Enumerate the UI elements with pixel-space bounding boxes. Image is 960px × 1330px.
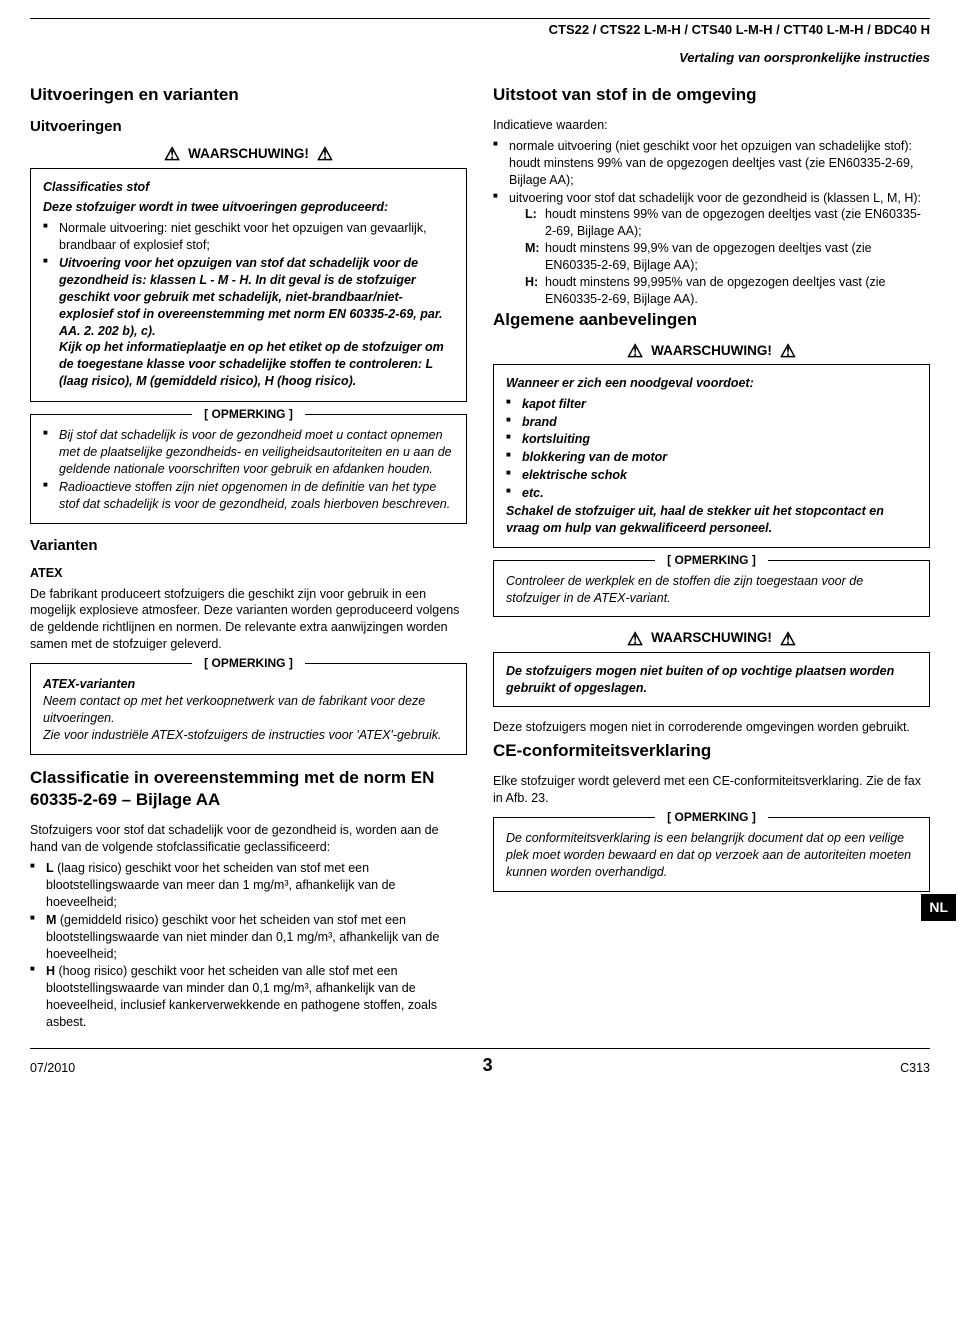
note-item: Radioactieve stoffen zijn niet opgenomen… — [43, 479, 454, 513]
warn2-item: kapot filter — [506, 396, 917, 413]
atex-heading: ATEX — [30, 565, 467, 582]
ind-val: houdt minstens 99,9% van de opgezogen de… — [545, 240, 930, 274]
warning-banner-1: ⚠ WAARSCHUWING! ⚠ — [30, 145, 467, 163]
ind-text: uitvoering voor stof dat schadelijk voor… — [509, 191, 921, 205]
subheader: Vertaling van oorspronkelijke instructie… — [30, 49, 930, 67]
class-intro: Stofzuigers voor stof dat schadelijk voo… — [30, 822, 467, 856]
warn2-item: blokkering van de motor — [506, 449, 917, 466]
class-item: H (hoog risico) geschikt voor het scheid… — [30, 963, 467, 1031]
corroding-text: Deze stofzuigers mogen niet in corrodere… — [493, 719, 930, 736]
warn3-text: De stofzuigers mogen niet buiten of op v… — [506, 663, 917, 697]
class-label: H — [46, 964, 55, 978]
ce-text: Elke stofzuiger wordt geleverd met een C… — [493, 773, 930, 807]
class-text: (laag risico) geschikt voor het scheiden… — [46, 861, 396, 909]
warning-banner-2: ⚠ WAARSCHUWING! ⚠ — [493, 342, 930, 360]
class-item: M (gemiddeld risico) geschikt voor het s… — [30, 912, 467, 963]
note3-text: Controleer de werkplek en de stoffen die… — [506, 573, 917, 607]
box-tail: Kijk op het informatieplaatje en op het … — [59, 340, 444, 388]
section-classification: Classificatie in overeenstemming met de … — [30, 767, 467, 813]
class-text: (hoog risico) geschikt voor het scheiden… — [46, 964, 437, 1029]
footer-page: 3 — [483, 1053, 493, 1077]
indicative-label: Indicatieve waarden: — [493, 117, 930, 134]
ind-item: uitvoering voor stof dat schadelijk voor… — [493, 190, 930, 308]
storage-warning-box: De stofzuigers mogen niet buiten of op v… — [493, 652, 930, 708]
header-models: CTS22 / CTS22 L-M-H / CTS40 L-M-H / CTT4… — [30, 21, 930, 39]
note2-p2: Zie voor industriële ATEX-stofzuigers de… — [43, 727, 454, 744]
footer: 07/2010 3 C313 — [30, 1048, 930, 1077]
box-item: Uitvoering voor het opzuigen van stof da… — [43, 255, 454, 390]
warning-banner-3: ⚠ WAARSCHUWING! ⚠ — [493, 629, 930, 647]
box-title: Classificaties stof — [43, 179, 454, 196]
note-box-3: [ OPMERKING ] Controleer de werkplek en … — [493, 560, 930, 618]
class-label: M — [46, 913, 56, 927]
subsection-varianten: Varianten — [30, 536, 467, 556]
atex-paragraph: De fabrikant produceert stofzuigers die … — [30, 586, 467, 654]
ind-lbl: L: — [525, 206, 545, 240]
left-column: Uitvoeringen en varianten Uitvoeringen ⚠… — [30, 84, 467, 1032]
warn2-item: elektrische schok — [506, 467, 917, 484]
section-recommendations: Algemene aanbevelingen — [493, 309, 930, 332]
subsection-uitvoeringen: Uitvoeringen — [30, 117, 467, 137]
box-intro: Deze stofzuiger wordt in twee uitvoering… — [43, 199, 454, 216]
classification-box: Classificaties stof Deze stofzuiger word… — [30, 168, 467, 403]
note2-p1: Neem contact op met het verkoopnetwerk v… — [43, 693, 454, 727]
warning-icon: ⚠ — [164, 145, 180, 163]
two-column-layout: Uitvoeringen en varianten Uitvoeringen ⚠… — [30, 84, 930, 1032]
warn2-out: Schakel de stofzuiger uit, haal de stekk… — [506, 503, 917, 537]
note-box-2: [ OPMERKING ] ATEX-varianten Neem contac… — [30, 663, 467, 755]
section-versions: Uitvoeringen en varianten — [30, 84, 467, 107]
ind-row: L:houdt minstens 99% van de opgezogen de… — [509, 206, 930, 240]
note-label: [ OPMERKING ] — [192, 655, 305, 671]
footer-date: 07/2010 — [30, 1060, 75, 1077]
footer-code: C313 — [900, 1060, 930, 1077]
warning-icon: ⚠ — [627, 342, 643, 360]
ind-item: normale uitvoering (niet geschikt voor h… — [493, 138, 930, 189]
header-rule — [30, 18, 930, 19]
note-item: Bij stof dat schadelijk is voor de gezon… — [43, 427, 454, 478]
warn2-intro: Wanneer er zich een noodgeval voordoet: — [506, 375, 917, 392]
ind-val: houdt minstens 99% van de opgezogen deel… — [545, 206, 930, 240]
section-ce: CE-conformiteitsverklaring — [493, 740, 930, 763]
ind-lbl: H: — [525, 274, 545, 308]
warn2-item: brand — [506, 414, 917, 431]
ind-row: M:houdt minstens 99,9% van de opgezogen … — [509, 240, 930, 274]
warning-label: WAARSCHUWING! — [188, 145, 309, 163]
ind-lbl: M: — [525, 240, 545, 274]
warning-label: WAARSCHUWING! — [651, 629, 772, 647]
class-item: L (laag risico) geschikt voor het scheid… — [30, 860, 467, 911]
ind-val: houdt minstens 99,995% van de opgezogen … — [545, 274, 930, 308]
warn2-item: etc. — [506, 485, 917, 502]
note4-text: De conformiteitsverklaring is een belang… — [506, 830, 917, 881]
class-text: (gemiddeld risico) geschikt voor het sch… — [46, 913, 439, 961]
class-label: L — [46, 861, 54, 875]
emergency-box: Wanneer er zich een noodgeval voordoet: … — [493, 364, 930, 548]
note2-title: ATEX-varianten — [43, 676, 454, 693]
language-tab: NL — [921, 894, 956, 921]
warning-icon: ⚠ — [627, 630, 643, 648]
warning-icon: ⚠ — [317, 145, 333, 163]
warning-icon: ⚠ — [780, 342, 796, 360]
ind-row: H:houdt minstens 99,995% van de opgezoge… — [509, 274, 930, 308]
right-column: Uitstoot van stof in de omgeving Indicat… — [493, 84, 930, 1032]
warning-label: WAARSCHUWING! — [651, 342, 772, 360]
note-label: [ OPMERKING ] — [655, 552, 768, 568]
box-item-text: Uitvoering voor het opzuigen van stof da… — [59, 256, 442, 338]
note-label: [ OPMERKING ] — [192, 406, 305, 422]
note-box-4: [ OPMERKING ] De conformiteitsverklaring… — [493, 817, 930, 892]
warn2-item: kortsluiting — [506, 431, 917, 448]
note-box-1: [ OPMERKING ] Bij stof dat schadelijk is… — [30, 414, 467, 524]
warning-icon: ⚠ — [780, 630, 796, 648]
note-label: [ OPMERKING ] — [655, 809, 768, 825]
section-emission: Uitstoot van stof in de omgeving — [493, 84, 930, 107]
box-item: Normale uitvoering: niet geschikt voor h… — [43, 220, 454, 254]
